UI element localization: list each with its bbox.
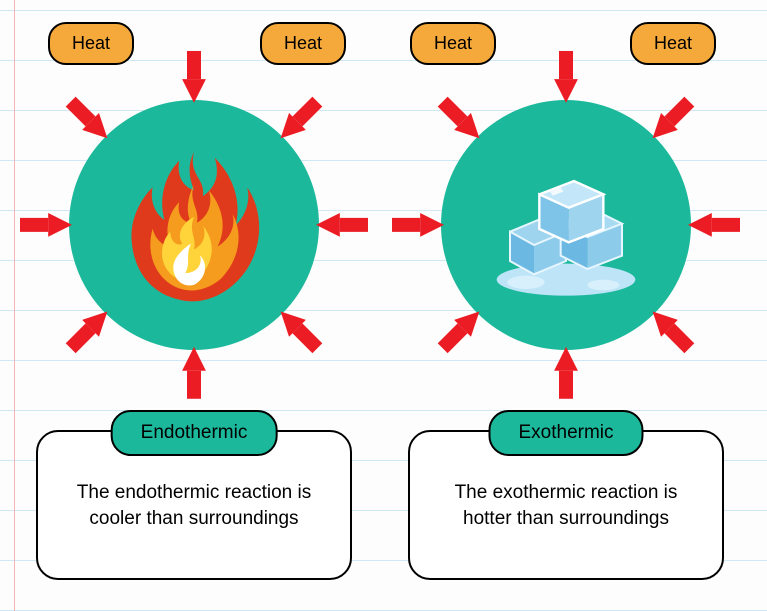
- heat-arrow-icon: [554, 51, 578, 103]
- ice-icon: [479, 138, 654, 313]
- diagram-content: Heat Heat Heat Heat: [0, 0, 767, 611]
- heat-badge: Heat: [410, 22, 496, 65]
- endothermic-title: Endothermic: [111, 410, 278, 456]
- heat-badge: Heat: [260, 22, 346, 65]
- heat-arrow-icon: [554, 347, 578, 399]
- heat-arrow-icon: [688, 213, 740, 237]
- exothermic-description: The exothermic reaction is hotter than s…: [428, 480, 704, 531]
- heat-arrow-icon: [182, 347, 206, 399]
- heat-arrow-icon: [392, 213, 444, 237]
- heat-badge: Heat: [48, 22, 134, 65]
- heat-arrow-icon: [20, 213, 72, 237]
- exothermic-title: Exothermic: [488, 410, 643, 456]
- heat-arrow-icon: [182, 51, 206, 103]
- endothermic-box: Endothermic The endothermic reaction is …: [36, 430, 352, 580]
- heat-badge: Heat: [630, 22, 716, 65]
- heat-arrow-icon: [316, 213, 368, 237]
- endothermic-description: The endothermic reaction is cooler than …: [56, 480, 332, 531]
- exothermic-box: Exothermic The exothermic reaction is ho…: [408, 430, 724, 580]
- fire-icon: [107, 138, 282, 313]
